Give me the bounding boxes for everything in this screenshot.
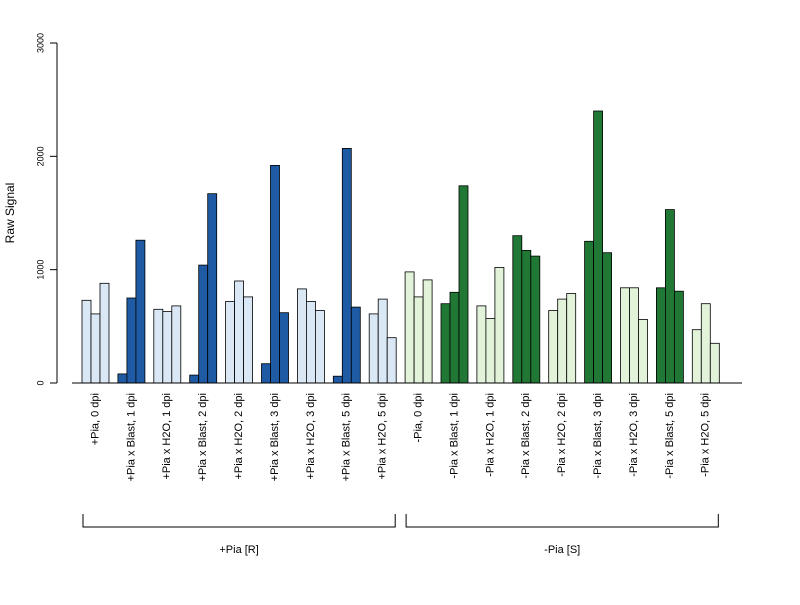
bar-2-2 — [171, 305, 182, 384]
group-bracket-1 — [405, 514, 719, 528]
bar-6-2 — [314, 310, 325, 384]
bar-17-1 — [700, 303, 711, 384]
category-label-8: +Pia x H2O, 5 dpi — [377, 393, 389, 480]
y-tick-label-2: 2000 — [35, 146, 45, 166]
bar-13-1 — [557, 298, 568, 384]
bar-1-1 — [126, 297, 137, 384]
bar-3-0 — [189, 374, 200, 384]
bar-4-2 — [243, 296, 254, 384]
bar-10-0 — [440, 303, 451, 384]
bar-12-0 — [512, 235, 523, 384]
bar-15-1 — [629, 287, 639, 384]
bar-16-2 — [674, 290, 684, 384]
bar-2-1 — [162, 311, 173, 384]
bar-0-2 — [99, 282, 110, 384]
bar-7-0 — [332, 375, 343, 384]
bar-11-2 — [494, 266, 505, 384]
bar-13-2 — [566, 293, 577, 384]
bar-15-0 — [620, 287, 630, 384]
category-label-1: +Pia x Blast, 1 dpi — [125, 393, 137, 481]
y-tick-label-3: 3000 — [35, 33, 45, 53]
category-label-11: -Pia x H2O, 1 dpi — [484, 393, 496, 477]
bar-2-0 — [153, 308, 164, 384]
category-label-13: -Pia x H2O, 2 dpi — [556, 393, 568, 477]
bar-1-0 — [117, 373, 128, 384]
category-label-15: -Pia x H2O, 3 dpi — [628, 393, 640, 477]
bar-8-2 — [386, 337, 397, 384]
category-label-2: +Pia x H2O, 1 dpi — [161, 393, 173, 480]
bar-16-1 — [665, 209, 675, 384]
group-bracket-0 — [82, 514, 396, 528]
bar-11-0 — [476, 305, 487, 384]
labels-layer: 0 1000 2000 3000 Raw Signal +Pia, 0 dpi +Pia x… — [3, 33, 712, 556]
bar-16-0 — [656, 287, 666, 384]
category-label-6: +Pia x H2O, 3 dpi — [305, 393, 317, 480]
bar-6-0 — [296, 288, 307, 384]
bar-0-0 — [81, 299, 92, 384]
category-label-17: -Pia x H2O, 5 dpi — [700, 393, 712, 477]
bar-8-0 — [368, 313, 379, 384]
category-label-4: +Pia x H2O, 2 dpi — [233, 393, 245, 480]
bar-15-2 — [638, 319, 648, 384]
bar-17-2 — [709, 342, 720, 384]
bar-12-2 — [530, 255, 541, 384]
bar-5-2 — [279, 312, 289, 384]
bar-9-0 — [404, 271, 415, 384]
category-label-0: +Pia, 0 dpi — [89, 393, 101, 445]
bar-10-1 — [449, 291, 460, 384]
bar-4-0 — [225, 300, 236, 384]
bar-1-2 — [135, 239, 146, 384]
bar-12-1 — [521, 249, 532, 384]
y-tick-label-0: 0 — [35, 380, 45, 385]
axes-layer — [50, 42, 742, 528]
bar-4-1 — [234, 280, 245, 384]
bar-14-1 — [593, 110, 603, 384]
bar-5-1 — [270, 164, 280, 384]
bar-10-2 — [458, 185, 469, 384]
y-axis-label: Raw Signal — [3, 183, 17, 244]
bar-14-0 — [584, 240, 594, 384]
group-label-1: -Pia [S] — [544, 544, 580, 556]
category-label-10: -Pia x Blast, 1 dpi — [448, 393, 460, 479]
category-label-7: +Pia x Blast, 5 dpi — [341, 393, 353, 481]
bar-9-1 — [413, 296, 424, 384]
bars-layer — [81, 110, 720, 384]
category-label-12: -Pia x Blast, 2 dpi — [520, 393, 532, 479]
bar-3-1 — [198, 264, 209, 384]
category-label-5: +Pia x Blast, 3 dpi — [269, 393, 281, 481]
category-label-9: -Pia, 0 dpi — [413, 393, 425, 443]
category-label-3: +Pia x Blast, 2 dpi — [197, 393, 209, 481]
bar-7-1 — [341, 147, 352, 384]
category-label-14: -Pia x Blast, 3 dpi — [592, 393, 604, 479]
bar-14-2 — [602, 252, 612, 384]
bar-3-2 — [207, 193, 218, 384]
bar-13-0 — [548, 310, 559, 384]
bar-9-2 — [422, 279, 433, 384]
bar-6-1 — [305, 300, 316, 384]
category-label-16: -Pia x Blast, 5 dpi — [664, 393, 676, 479]
y-tick-label-1: 1000 — [35, 260, 45, 280]
bar-8-1 — [377, 298, 388, 384]
bar-7-2 — [350, 306, 361, 384]
group-label-0: +Pia [R] — [219, 544, 258, 556]
bar-0-1 — [90, 313, 101, 384]
bar-5-0 — [261, 363, 271, 384]
bar-17-0 — [691, 329, 702, 384]
bar-11-1 — [485, 317, 496, 384]
